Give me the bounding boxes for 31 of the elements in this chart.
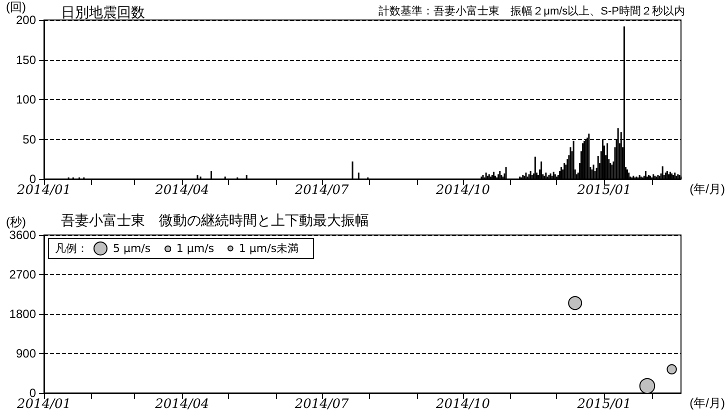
x-tick-label: 2014/07	[294, 397, 350, 412]
x-axis-title: (年/月)	[690, 182, 726, 196]
y-tick-label: 0	[29, 386, 36, 400]
x-tick-label: 2014/10	[435, 183, 490, 198]
y-tick-label: 0	[29, 172, 36, 186]
x-tick-label: 2014/04	[154, 183, 210, 198]
y-tick-label: 2700	[9, 268, 36, 282]
y-axis-title: (秒)	[6, 215, 26, 229]
x-tick-label: 2014/04	[154, 397, 210, 412]
y-tick-label: 3600	[9, 228, 36, 242]
x-tick-label: 2014/10	[435, 397, 490, 412]
x-tick-label: 2014/01	[16, 183, 72, 198]
y-tick-label: 1800	[9, 307, 36, 321]
text: 計数基準：吾妻小富士東 振幅２μm/s以上、S-P時間２秒以内	[378, 4, 686, 18]
chart-title: 日別地震回数	[61, 5, 145, 21]
x-tick-label: 2015/01	[576, 183, 632, 198]
x-tick-label: 2015/01	[576, 397, 632, 412]
x-axis-title: (年/月)	[690, 396, 726, 410]
legend-title: 凡例：	[55, 241, 88, 256]
legend-label: 1 μm/s未満	[238, 241, 299, 256]
y-tick-label: 150	[16, 52, 36, 67]
legend-label: 1 μm/s	[176, 242, 214, 255]
x-tick-label: 2014/01	[16, 397, 72, 412]
x-tick-label: 2014/07	[294, 183, 350, 198]
y-tick-label: 100	[16, 92, 36, 106]
legend-label: 5 μm/s	[112, 242, 151, 255]
y-tick-label: 50	[22, 132, 36, 146]
y-tick-label: 200	[16, 13, 36, 27]
y-tick-label: 900	[16, 346, 36, 360]
y-axis-title: (回)	[6, 0, 26, 14]
chart-title: 吾妻小富士東 微動の継続時間と上下動最大振幅	[61, 213, 369, 229]
